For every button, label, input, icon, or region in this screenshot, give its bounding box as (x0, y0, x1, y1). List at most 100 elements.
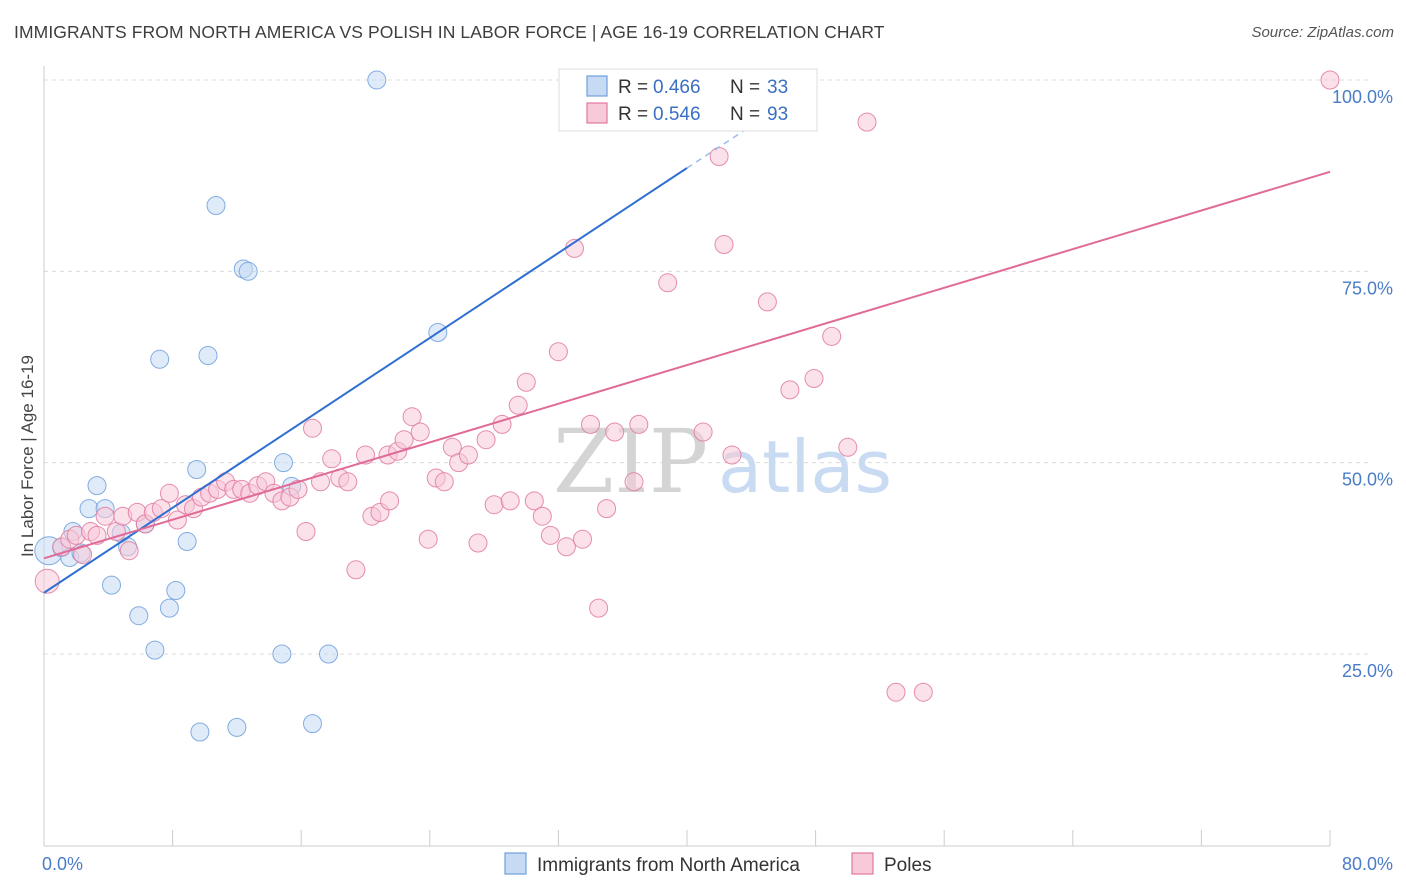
y-tick-label-50: 50.0% (1342, 470, 1393, 490)
tick-labels: 25.0% 50.0% 75.0% 100.0% 0.0% 80.0% (42, 87, 1393, 874)
point-0-20 (198, 346, 218, 365)
point-1-91 (1320, 70, 1340, 90)
point-1-73 (629, 414, 649, 434)
point-1-68 (589, 598, 609, 618)
y-tick-label-25: 25.0% (1342, 661, 1393, 681)
point-0-17 (177, 532, 197, 551)
legend-r-value-0: 0.466 (653, 77, 701, 98)
point-0-15 (159, 598, 179, 618)
point-1-85 (804, 369, 824, 388)
point-0-26 (274, 453, 293, 473)
trend-lines (43, 83, 1331, 594)
series-north-america-points (34, 70, 584, 742)
legend-top: R = 0.466 N = 33 R = 0.546 N = 93 (558, 68, 818, 132)
trend-north-america-extension (686, 83, 817, 169)
point-0-21 (206, 196, 226, 215)
point-1-63 (548, 342, 568, 362)
point-1-69 (597, 499, 617, 519)
point-0-14 (150, 349, 170, 369)
point-0-19 (190, 722, 210, 742)
point-1-64 (556, 537, 576, 557)
bottom-legend-swatch-poles (851, 852, 874, 875)
grid-lines (44, 79, 1370, 655)
bottom-legend-label-poles: Poles (884, 855, 932, 876)
point-1-75 (658, 273, 678, 293)
trend-north-america (43, 167, 688, 594)
trend-poles (43, 170, 1331, 560)
point-1-54 (476, 430, 496, 450)
point-0-5 (79, 499, 99, 519)
axes (43, 66, 1331, 847)
point-1-53 (468, 533, 488, 553)
point-1-88 (857, 112, 877, 132)
point-1-84 (780, 380, 800, 400)
point-1-89 (886, 682, 906, 702)
point-0-16 (166, 581, 186, 600)
point-1-52 (458, 445, 478, 465)
point-1-6 (87, 525, 107, 545)
point-1-80 (722, 445, 742, 465)
point-1-70 (605, 422, 625, 442)
point-1-46 (410, 422, 430, 442)
point-0-22 (227, 717, 247, 737)
chart-source: Source: ZipAtlas.com (1251, 24, 1394, 41)
point-1-90 (913, 682, 933, 702)
x-tick-label-min: 0.0% (42, 854, 83, 874)
watermark-atlas: atlas (718, 425, 892, 509)
point-1-62 (540, 525, 560, 545)
legend-swatch-north-america (586, 75, 608, 97)
legend-r-value-1: 0.546 (653, 104, 701, 125)
legend-n-value-0: 33 (767, 77, 788, 98)
point-1-33 (303, 418, 322, 438)
point-1-35 (322, 449, 342, 469)
point-1-44 (394, 430, 414, 450)
legend-n-label-1: N = (730, 104, 760, 125)
point-1-67 (581, 414, 600, 434)
point-1-87 (838, 437, 858, 457)
point-1-37 (338, 472, 358, 492)
point-1-58 (508, 395, 528, 415)
point-0-18 (187, 460, 207, 479)
series-poles-points (34, 70, 1340, 702)
point-1-47 (418, 529, 438, 549)
point-1-10 (119, 541, 139, 561)
point-0-25 (272, 644, 292, 664)
point-0-6 (87, 476, 107, 496)
point-1-59 (516, 372, 536, 392)
legend-r-label-0: R = (618, 77, 648, 98)
point-1-32 (296, 522, 316, 541)
point-1-92 (380, 491, 400, 511)
point-1-7 (95, 506, 115, 526)
point-1-66 (573, 529, 592, 549)
point-0-11 (129, 606, 149, 626)
point-0-24 (238, 261, 258, 281)
x-tick-label-max: 80.0% (1342, 854, 1393, 874)
point-1-78 (709, 147, 729, 166)
point-1-45 (402, 407, 422, 427)
point-1-38 (346, 560, 366, 580)
legend-swatch-poles (586, 102, 608, 124)
point-0-8 (102, 575, 121, 595)
point-1-31 (288, 479, 308, 499)
y-tick-label-100: 100.0% (1332, 87, 1393, 107)
point-1-15 (159, 483, 179, 503)
legend-bottom: Immigrants from North America Poles (504, 852, 932, 876)
point-1-60 (524, 491, 544, 511)
legend-n-label-0: N = (730, 77, 760, 98)
point-1-79 (714, 235, 734, 254)
point-1-86 (822, 326, 842, 346)
y-axis-label: In Labor Force | Age 16-19 (18, 355, 37, 557)
chart-title: IMMIGRANTS FROM NORTH AMERICA VS POLISH … (14, 22, 885, 42)
point-1-72 (624, 472, 644, 492)
point-0-28 (303, 714, 322, 734)
point-0-30 (367, 70, 387, 90)
point-1-61 (532, 506, 552, 526)
point-1-55 (484, 495, 504, 515)
bottom-legend-label-north-america: Immigrants from North America (537, 855, 800, 876)
point-1-77 (693, 422, 713, 442)
y-tick-label-75: 75.0% (1342, 278, 1393, 298)
point-1-57 (500, 491, 520, 511)
bottom-legend-swatch-north-america (504, 852, 527, 875)
point-1-4 (73, 545, 93, 564)
